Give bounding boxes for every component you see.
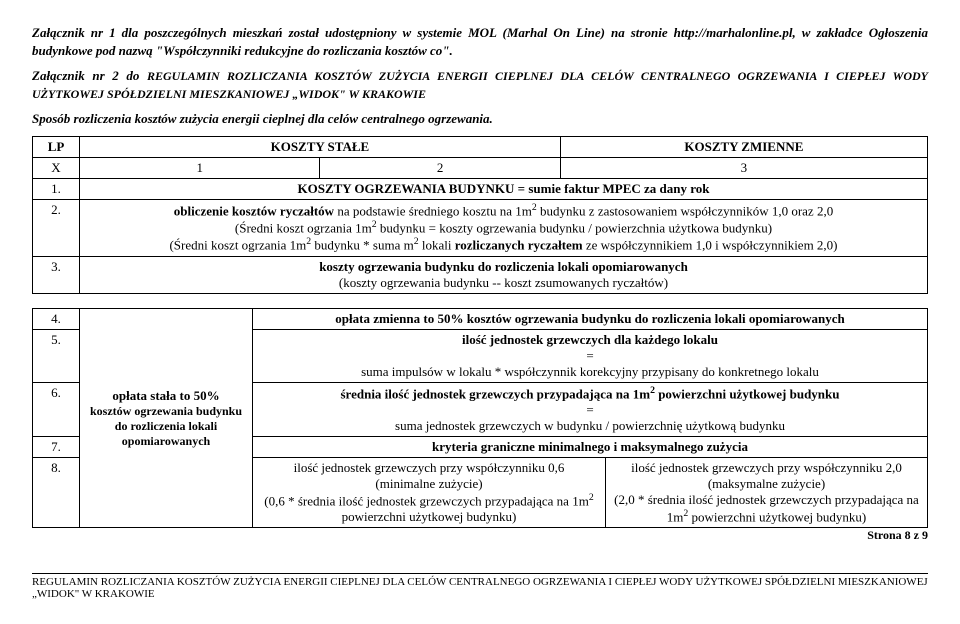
left-a: opłata stała to 50% <box>86 388 246 404</box>
row-1: 1. KOSZTY OGRZEWANIA BUDYNKU = sumie fak… <box>33 178 928 199</box>
row-6-text: średnia ilość jednostek grzewczych przyp… <box>253 382 928 436</box>
row-3-n: 3. <box>33 256 80 293</box>
r8c2-l1: ilość jednostek grzewczych przy współczy… <box>631 460 902 475</box>
intro-2: Załącznik nr 2 do REGULAMIN ROZLICZANIA … <box>32 67 928 102</box>
left-b: kosztów ogrzewania budynku do rozliczeni… <box>86 404 246 449</box>
bottom-table: 4. opłata stała to 50% kosztów ogrzewani… <box>32 308 928 529</box>
r2-l2a: (Średni koszt ogrzania 1m <box>235 220 372 235</box>
x-1: 1 <box>80 157 320 178</box>
r8c2-l2: (maksymalne zużycie) <box>708 476 825 491</box>
row-5-n: 5. <box>33 329 80 382</box>
header-row: LP KOSZTY STAŁE KOSZTY ZMIENNE <box>33 136 928 157</box>
intro-1: Załącznik nr 1 dla poszczególnych mieszk… <box>32 24 928 59</box>
r5-l1: ilość jednostek grzewczych dla każdego l… <box>462 332 718 347</box>
intro-3: Sposób rozliczenia kosztów zużycia energ… <box>32 110 928 128</box>
intro-2-lead: Załącznik nr 2 do <box>32 68 147 83</box>
row-4-text: opłata zmienna to 50% kosztów ogrzewania… <box>253 308 928 329</box>
r6-l1b: powierzchni użytkowej budynku <box>655 386 840 401</box>
row-1-text: KOSZTY OGRZEWANIA BUDYNKU = sumie faktur… <box>80 178 928 199</box>
r2-l3d: rozliczanych ryczałtem <box>455 238 583 253</box>
row-6-n: 6. <box>33 382 80 436</box>
footer-line: REGULAMIN ROZLICZANIA KOSZTÓW ZUŻYCIA EN… <box>32 573 928 600</box>
row-3-text: koszty ogrzewania budynku do rozliczenia… <box>80 256 928 293</box>
r2-l1b: na podstawie średniego kosztu na 1m <box>334 203 532 218</box>
r6-l1a: średnia ilość jednostek grzewczych przyp… <box>341 386 651 401</box>
row-4-n: 4. <box>33 308 80 329</box>
row-7-text: kryteria graniczne minimalnego i maksyma… <box>253 437 928 458</box>
row-2: 2. obliczenie kosztów ryczałtów na podst… <box>33 199 928 256</box>
x-row: X 1 2 3 <box>33 157 928 178</box>
row-8-n: 8. <box>33 458 80 528</box>
r3-l1: koszty ogrzewania budynku do rozliczenia… <box>319 259 688 274</box>
r8c1-l2: (minimalne zużycie) <box>375 476 482 491</box>
row-1-n: 1. <box>33 178 80 199</box>
row-2-n: 2. <box>33 199 80 256</box>
row-8-c1: ilość jednostek grzewczych przy współczy… <box>253 458 606 528</box>
row-4: 4. opłata stała to 50% kosztów ogrzewani… <box>33 308 928 329</box>
r8c1-l3b: powierzchni użytkowej budynku) <box>342 509 517 524</box>
row-2-text: obliczenie kosztów ryczałtów na podstawi… <box>80 199 928 256</box>
hdr-lp: LP <box>33 136 80 157</box>
x-3: 3 <box>560 157 927 178</box>
row-3: 3. koszty ogrzewania budynku do rozlicze… <box>33 256 928 293</box>
r2-l1c: budynku z zastosowaniem współczynników 1… <box>537 203 833 218</box>
r2-l3b: budynku * suma m <box>311 238 414 253</box>
r2-l3e: ze współczynnikiem 1,0 i współczynnikiem… <box>583 238 838 253</box>
intro-2-caps: REGULAMIN ROZLICZANIA KOSZTÓW ZUŻYCIA EN… <box>32 69 928 101</box>
r2-l3c: lokali <box>419 238 455 253</box>
row-5-text: ilość jednostek grzewczych dla każdego l… <box>253 329 928 382</box>
hdr-stale: KOSZTY STAŁE <box>80 136 561 157</box>
r8c2-l3b: powierzchni użytkowej budynku) <box>688 509 866 524</box>
x-x: X <box>33 157 80 178</box>
r3-l2: (koszty ogrzewania budynku -- koszt zsum… <box>339 275 668 290</box>
hdr-zmienne: KOSZTY ZMIENNE <box>560 136 927 157</box>
r6-eq: = <box>586 402 593 417</box>
row-8-c2: ilość jednostek grzewczych przy współczy… <box>606 458 928 528</box>
page-number: Strona 8 z 9 <box>32 528 928 543</box>
r8c1-sq: 2 <box>589 492 594 503</box>
r2-l2b: budynku = koszty ogrzewania budynku / po… <box>377 220 772 235</box>
page-num-text: Strona 8 z 9 <box>867 528 928 542</box>
footer-text: REGULAMIN ROZLICZANIA KOSZTÓW ZUŻYCIA EN… <box>32 576 928 600</box>
r6-l2: suma jednostek grzewczych w budynku / po… <box>395 418 785 433</box>
r2-l3a: (Średni koszt ogrzania 1m <box>169 238 306 253</box>
r5-eq: = <box>586 348 593 363</box>
r8c1-l3a: (0,6 * średnia ilość jednostek grzewczyc… <box>264 493 589 508</box>
row-7-n: 7. <box>33 437 80 458</box>
r8c1-l1: ilość jednostek grzewczych przy współczy… <box>294 460 565 475</box>
r2-l1a: obliczenie kosztów ryczałtów <box>174 203 334 218</box>
left-merged: opłata stała to 50% kosztów ogrzewania b… <box>80 308 253 528</box>
x-2: 2 <box>320 157 560 178</box>
main-table: LP KOSZTY STAŁE KOSZTY ZMIENNE X 1 2 3 1… <box>32 136 928 294</box>
r5-l2: suma impulsów w lokalu * współczynnik ko… <box>361 364 819 379</box>
